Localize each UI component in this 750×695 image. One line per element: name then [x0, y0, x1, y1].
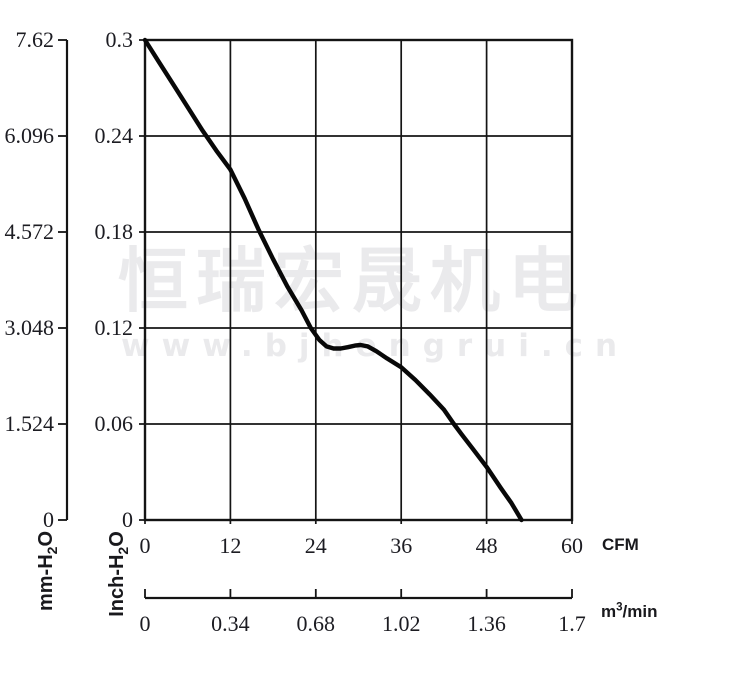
x-tick-label-cfm: 48 — [476, 533, 498, 558]
y-tick-label-inch: 0.24 — [95, 123, 134, 148]
x-tick-label-m3min: 1.36 — [467, 611, 506, 636]
x-tick-label-m3min: 0.34 — [211, 611, 250, 636]
y-axis-title-inch-text: Inch-H — [106, 554, 128, 617]
y-axis-title-inch-sub: 2 — [115, 546, 131, 555]
x-tick-label-cfm: 0 — [140, 533, 151, 558]
y-tick-label-mm: 0 — [43, 507, 54, 532]
x-axis-unit-m3min-text: m — [601, 602, 617, 621]
x-tick-label-m3min: 1.02 — [382, 611, 421, 636]
y-tick-label-inch: 0.3 — [106, 27, 134, 52]
y-tick-label-inch: 0.12 — [95, 315, 134, 340]
y-tick-label-inch: 0 — [122, 507, 133, 532]
y-axis-title-inch-text2: O — [106, 531, 128, 547]
x-axis-unit-m3min-sup: 3 — [616, 601, 623, 614]
y-axis-title-mm-text: mm-H — [35, 554, 57, 612]
y-axis-title-inch-h2o: Inch-H2O — [106, 531, 131, 617]
y-axis-title-mm-h2o: mm-H2O — [35, 530, 60, 612]
performance-curve — [142, 37, 524, 523]
x-tick-label-cfm: 36 — [390, 533, 412, 558]
x-tick-label-cfm: 60 — [561, 533, 583, 558]
x-tick-label-m3min: 1.7 — [558, 611, 586, 636]
x-axis-unit-m3min: m3/min — [601, 601, 658, 621]
x-axis-unit-cfm: CFM — [602, 535, 639, 554]
y-tick-label-mm: 1.524 — [5, 411, 55, 436]
y-axis-title-mm-sub: 2 — [44, 546, 60, 555]
watermark-company-name: 恒瑞宏晟机电 — [118, 240, 586, 322]
y-tick-label-inch: 0.18 — [95, 219, 134, 244]
x-axis-unit-m3min-text2: /min — [622, 602, 658, 621]
x-tick-label-m3min: 0 — [140, 611, 151, 636]
y-tick-label-mm: 3.048 — [5, 315, 55, 340]
y-tick-label-mm: 6.096 — [5, 123, 55, 148]
x-tick-label-cfm: 24 — [305, 533, 327, 558]
y-tick-label-mm: 7.62 — [16, 27, 55, 52]
y-tick-label-inch: 0.06 — [95, 411, 134, 436]
y-tick-label-mm: 4.572 — [5, 219, 55, 244]
x-tick-label-cfm: 12 — [219, 533, 241, 558]
y-axis-title-mm-text2: O — [35, 530, 57, 547]
plot-frame — [143, 38, 574, 522]
x-tick-label-m3min: 0.68 — [297, 611, 336, 636]
